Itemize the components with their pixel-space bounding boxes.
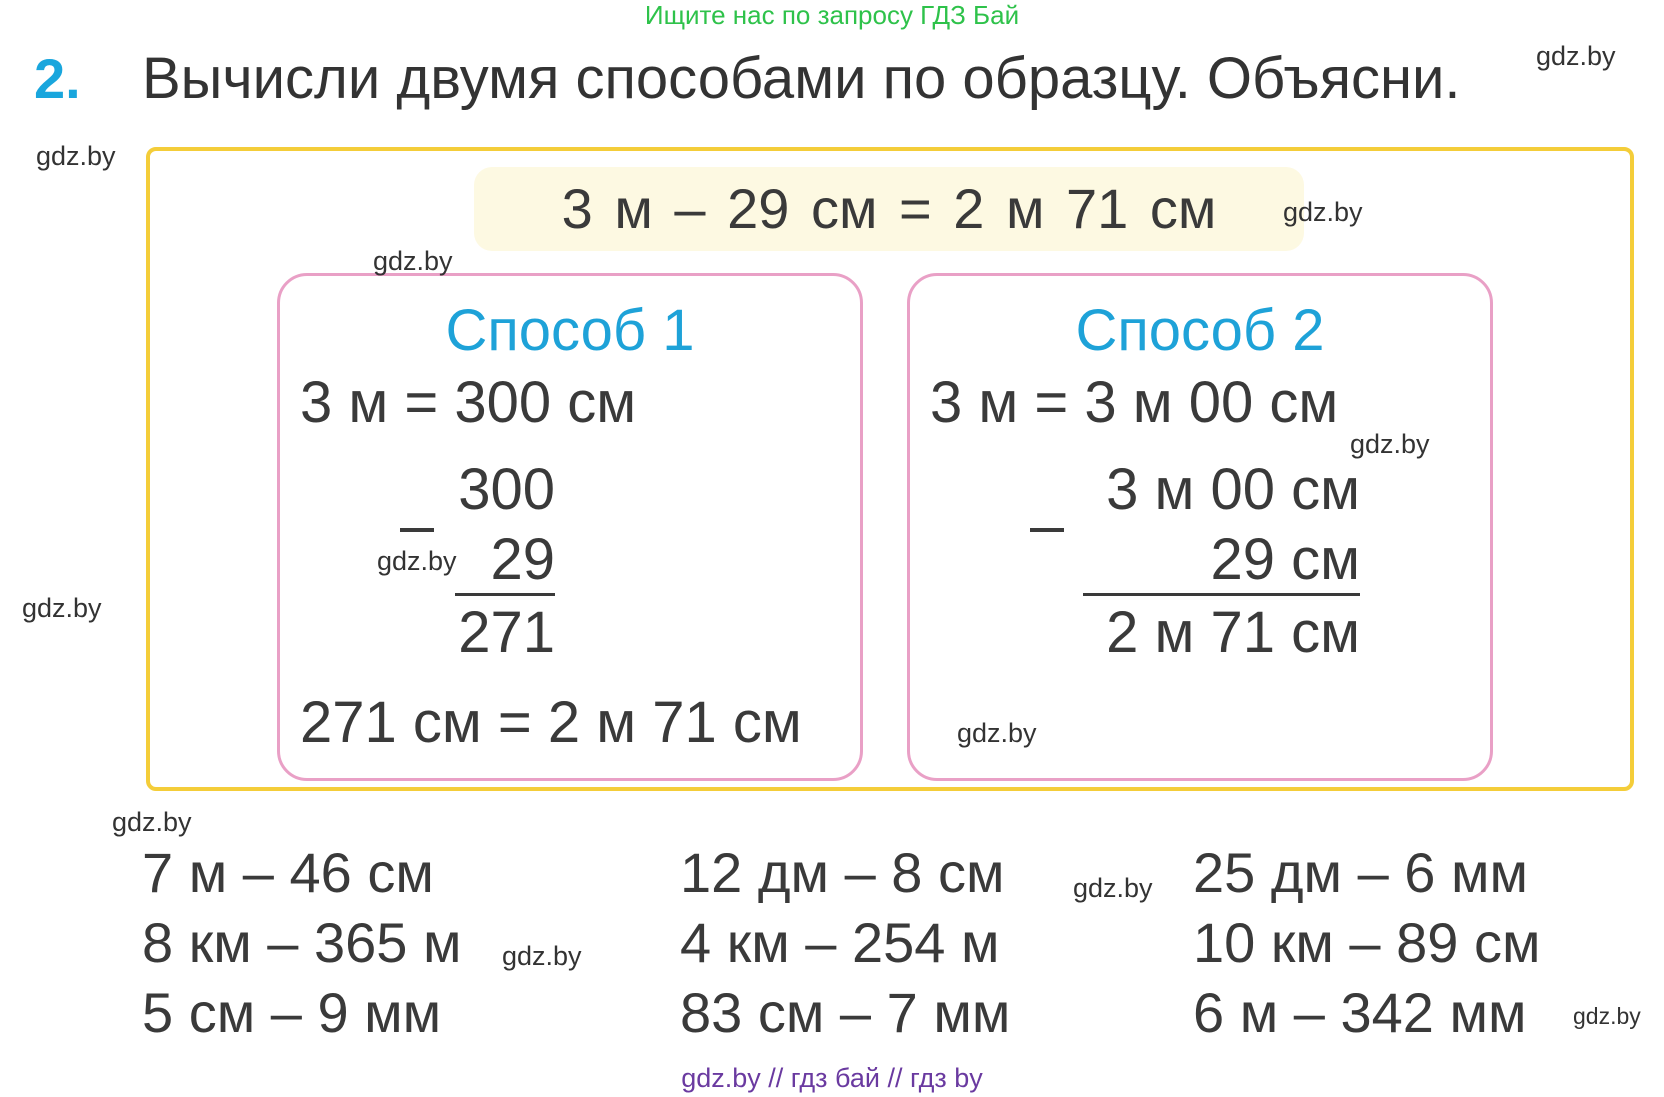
footer-links: gdz.by // гдз бай // гдз by — [681, 1063, 983, 1093]
watermark: gdz.by — [22, 593, 102, 623]
method-2-title: Способ 2 — [1075, 298, 1325, 363]
method-2-conversion: 3 м = 3 м 00 см — [930, 370, 1339, 435]
task-number: 2. — [34, 47, 81, 110]
exercise-2-2: 4 км – 254 м — [680, 911, 1000, 974]
example-box — [146, 147, 1634, 791]
method-1-title: Способ 1 — [445, 298, 695, 363]
method-1-conversion: 3 м = 300 см — [300, 370, 637, 435]
example-formula: 3 м – 29 см = 2 м 71 см — [561, 177, 1217, 240]
method-1-conclusion: 271 см = 2 м 71 см — [300, 690, 802, 755]
exercise-3-3: 6 м – 342 мм — [1193, 981, 1527, 1044]
exercise-2-1: 12 дм – 8 см — [680, 841, 1005, 904]
method-2-result: 2 м 71 см — [1106, 600, 1360, 665]
watermark: gdz.by — [1350, 429, 1430, 459]
exercise-1-3: 5 см – 9 мм — [142, 981, 442, 1044]
watermark: gdz.by — [112, 807, 192, 837]
watermark: gdz.by — [373, 246, 453, 276]
method-2-subtrahend: 29 см — [1210, 527, 1360, 592]
exercise-1-1: 7 м – 46 см — [142, 841, 434, 904]
formula-highlight — [474, 167, 1304, 251]
top-banner: Ищите нас по запросу ГДЗ Бай — [644, 0, 1020, 30]
watermark: gdz.by — [1073, 873, 1153, 903]
watermark: gdz.by — [957, 718, 1037, 748]
exercise-2-3: 83 см – 7 мм — [680, 981, 1011, 1044]
method-1-minuend: 300 — [458, 457, 555, 522]
watermark: gdz.by — [502, 941, 582, 971]
watermark: gdz.by — [1573, 1003, 1641, 1029]
method-2-minuend: 3 м 00 см — [1106, 457, 1360, 522]
method-1-underline — [455, 593, 555, 596]
method-2-minus-sign — [1030, 528, 1064, 532]
exercise-1-2: 8 км – 365 м — [142, 911, 462, 974]
method-2-underline — [1083, 593, 1360, 596]
method-1-box — [277, 273, 863, 781]
watermark: gdz.by — [377, 546, 457, 576]
watermark: gdz.by — [1536, 41, 1616, 71]
method-1-result: 271 — [458, 600, 555, 665]
exercise-3-1: 25 дм – 6 мм — [1193, 841, 1528, 904]
exercise-3-2: 10 км – 89 см — [1193, 911, 1541, 974]
watermark: gdz.by — [36, 141, 116, 171]
watermark: gdz.by — [1283, 197, 1363, 227]
method-1-subtrahend: 29 — [490, 527, 555, 592]
task-title: Вычисли двумя способами по образцу. Объя… — [142, 46, 1461, 111]
method-2-box — [907, 273, 1493, 781]
method-1-minus-sign — [400, 528, 434, 532]
